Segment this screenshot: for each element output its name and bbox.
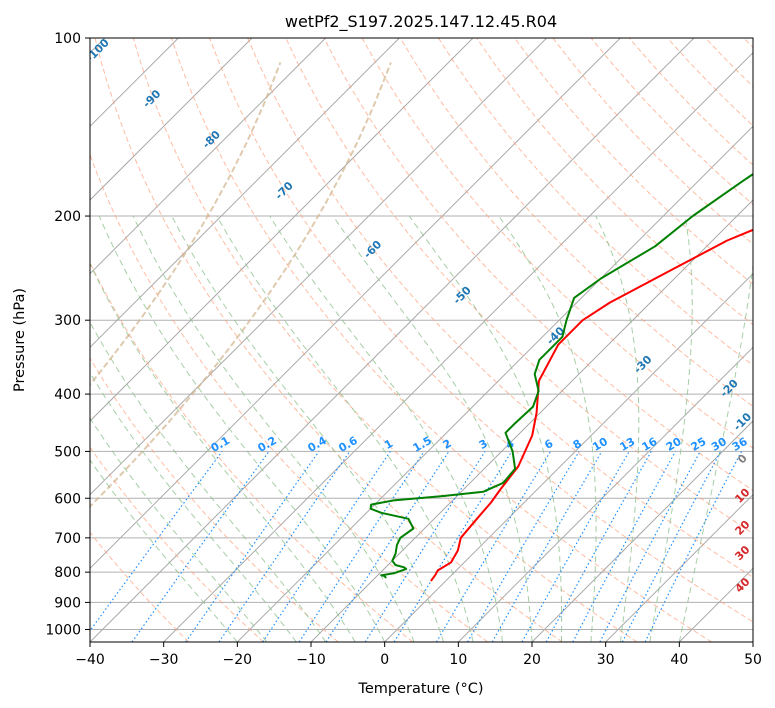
isotherm-line (90, 38, 621, 570)
moist-adiabat-line (595, 215, 640, 642)
moist-adiabat-line (332, 215, 533, 642)
isotherm-line (90, 38, 474, 422)
plot-frame (89, 37, 754, 643)
isotherm-line (531, 420, 753, 642)
mixing-ratio-lines (90, 451, 743, 642)
moist-adiabat-line (98, 215, 386, 642)
x-tick-label: 0 (380, 652, 389, 668)
mixing-ratio-line (572, 451, 677, 642)
mixing-ratio-line (218, 451, 351, 642)
dry-adiabat-line (132, 38, 638, 642)
x-tick-label: 50 (744, 652, 762, 668)
plot-area: 0.1 0.2 0.4 0.6 1 1.5 2 3 4 6 8 10 13 16 20 25 30 36-100-… (90, 38, 753, 642)
isotherm-line (236, 125, 753, 642)
mixing-ratio-line (621, 451, 722, 642)
x-tick-label: −30 (149, 652, 179, 668)
moist-adiabat-line (678, 261, 753, 642)
x-tick-label: 40 (670, 652, 688, 668)
isotherms (90, 38, 753, 642)
y-tick-label: 500 (54, 444, 81, 460)
moist-adiabat-line (216, 215, 474, 642)
moist-adiabat-line (132, 215, 415, 642)
dry-adiabat-line (514, 38, 753, 285)
moist-adiabat-line (408, 215, 563, 642)
dry-adiabat-line (209, 38, 753, 623)
y-tick-label: 1000 (45, 622, 81, 638)
dewpoint-profile (369, 172, 753, 579)
isotherm-line (384, 272, 753, 642)
x-axis-title: Temperature (°C) (357, 681, 483, 697)
dry-adiabat-line (90, 357, 339, 642)
moist-adiabat-line (90, 321, 327, 642)
mixing-ratio-line (131, 451, 270, 642)
moist-adiabat-line (171, 215, 445, 642)
y-tick-label: 900 (54, 595, 81, 611)
y-tick-label: 600 (54, 491, 81, 507)
dry-adiabat-line (323, 38, 753, 492)
mixing-ratio-line (262, 451, 391, 642)
isotherm-line (90, 38, 400, 349)
dry-adiabat-line (90, 446, 264, 642)
x-tick-label: −40 (75, 652, 105, 668)
y-tick-label: 800 (54, 565, 81, 581)
moist-adiabats (90, 215, 753, 642)
isotherm-line (90, 38, 695, 642)
dry-adiabat-line (94, 38, 563, 642)
chart-title: wetPf2_S197.2025.147.12.45.R04 (285, 12, 557, 32)
dry-adiabat-line (170, 38, 712, 642)
mixing-ratio-line (393, 451, 513, 642)
y-axis-title: Pressure (hPa) (12, 288, 28, 392)
isotherm-line (457, 346, 753, 642)
temperature-profile (430, 228, 753, 582)
x-tick-label: 10 (449, 652, 467, 668)
moist-adiabat-line (649, 215, 693, 642)
y-tick-label: 700 (54, 531, 81, 547)
dry-adiabat-line (90, 261, 414, 642)
moist-adiabat-line (90, 459, 238, 642)
mixing-ratio-line (644, 451, 743, 642)
isotherm-line (163, 51, 753, 642)
x-tick-label: −20 (223, 652, 253, 668)
dry-adiabat-line (247, 38, 753, 578)
moist-adiabat-line (90, 262, 356, 642)
y-axis: 100 200 300 400 500 600 700 800 900 1000 (45, 31, 90, 638)
moist-adiabat-line (90, 417, 268, 642)
x-tick-label: 20 (523, 652, 541, 668)
mixing-ratio-line (298, 451, 425, 642)
y-tick-label: 300 (54, 313, 81, 329)
moist-adiabat-line (90, 371, 297, 642)
dry-adiabat-line (90, 531, 190, 642)
x-tick-label: 30 (597, 652, 615, 668)
profile-lines (369, 172, 753, 582)
x-tick-label: −10 (296, 652, 326, 668)
isotherm-line (605, 493, 753, 642)
mixing-ratio-line (90, 451, 223, 632)
isotherm-line (90, 38, 327, 275)
mixing-ratio-line (521, 451, 630, 642)
isotherm-line (90, 38, 548, 496)
dry-adiabat-line (90, 153, 488, 642)
dry-adiabat-line (399, 38, 753, 408)
x-axis: −40 −30 −20 −10 0 10 20 30 40 50 (75, 642, 762, 668)
y-tick-label: 100 (54, 31, 81, 47)
mixing-ratio-line (545, 451, 652, 642)
y-tick-label: 200 (54, 209, 81, 225)
mixing-ratio-line (185, 451, 320, 642)
mixing-ratio-line (325, 451, 450, 642)
y-tick-label: 400 (54, 387, 81, 403)
moist-adiabat-line (269, 215, 503, 642)
isotherm-line (90, 38, 253, 201)
